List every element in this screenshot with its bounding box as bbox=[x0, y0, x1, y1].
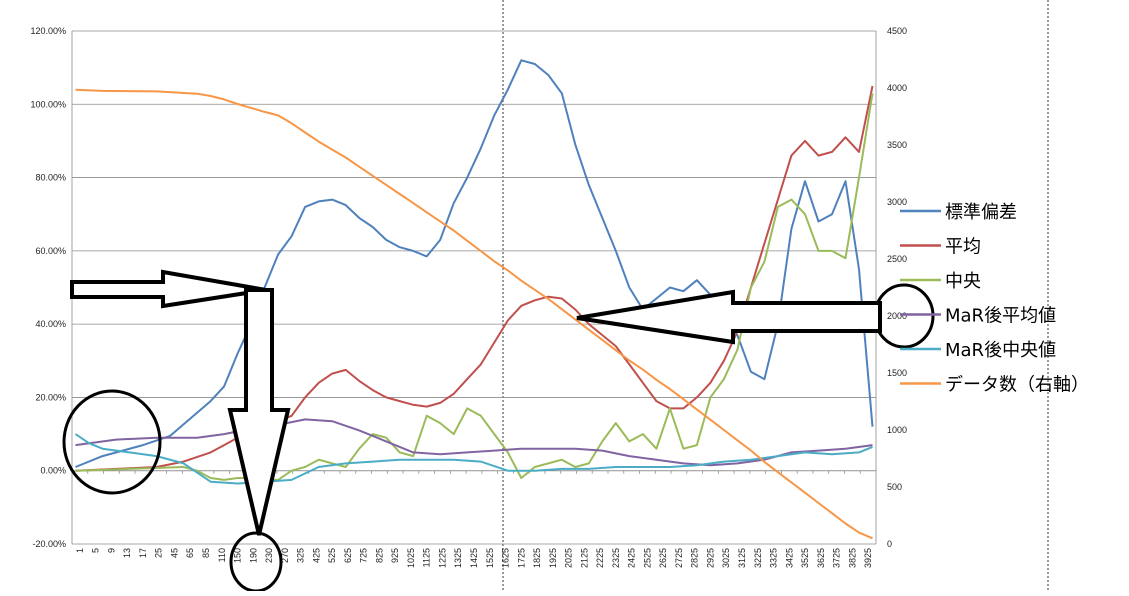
x-tick-label: 85 bbox=[201, 548, 211, 558]
x-tick-label: 3225 bbox=[753, 548, 763, 568]
y2-tick-label: 4500 bbox=[887, 26, 907, 36]
x-tick-label: 1925 bbox=[548, 548, 558, 568]
x-tick-label: 1625 bbox=[501, 548, 511, 568]
y2-tick-label: 3000 bbox=[887, 197, 907, 207]
y2-tick-label: 2500 bbox=[887, 254, 907, 264]
legend-label: データ数（右軸） bbox=[945, 375, 1089, 396]
series-line bbox=[74, 433, 873, 485]
x-tick-label: 9 bbox=[106, 548, 116, 553]
y-tick-label: 0.00% bbox=[40, 466, 66, 476]
x-tick-label: 425 bbox=[311, 548, 321, 563]
x-tick-label: 725 bbox=[359, 548, 369, 563]
series-line bbox=[75, 59, 874, 468]
x-tick-label: 1825 bbox=[532, 548, 542, 568]
x-tick-label: 2025 bbox=[564, 548, 574, 568]
x-tick-label: 3625 bbox=[816, 548, 826, 568]
x-tick-label: 3125 bbox=[737, 548, 747, 568]
y2-tick-label: 3500 bbox=[887, 140, 907, 150]
x-tick-label: 45 bbox=[169, 548, 179, 558]
x-tick-label: 1025 bbox=[406, 548, 416, 568]
x-tick-label: 2125 bbox=[579, 548, 589, 568]
y2-tick-label: 1000 bbox=[887, 425, 907, 435]
arrow-right bbox=[70, 269, 267, 309]
x-tick-label: 1125 bbox=[422, 548, 432, 567]
arrow-left bbox=[576, 289, 882, 345]
x-tick-label: 2525 bbox=[642, 548, 652, 568]
annotations bbox=[62, 269, 935, 593]
x-tick-label: 2825 bbox=[690, 548, 700, 568]
y2-tick-label: 4000 bbox=[887, 83, 907, 93]
x-tick-label: 5 bbox=[91, 548, 101, 553]
y-tick-label: 120.00% bbox=[30, 26, 66, 36]
x-tick-label: 150 bbox=[233, 548, 243, 563]
x-tick-label: 25 bbox=[154, 548, 164, 558]
annotation-circle-left bbox=[62, 389, 162, 495]
x-tick-label: 3925 bbox=[863, 548, 873, 568]
series-line bbox=[75, 93, 874, 481]
legend-label: 平均 bbox=[945, 237, 981, 258]
x-tick-label: 17 bbox=[138, 548, 148, 558]
x-tick-label: 65 bbox=[185, 548, 195, 558]
series-line bbox=[75, 88, 873, 540]
x-tick-label: 525 bbox=[327, 548, 337, 563]
y-tick-label: -20.00% bbox=[32, 539, 66, 549]
y-tick-label: 40.00% bbox=[35, 319, 66, 329]
x-tick-label: 1425 bbox=[469, 548, 479, 568]
x-tick-label: 270 bbox=[280, 548, 290, 563]
x-tick-label: 2225 bbox=[595, 548, 605, 568]
legend-label: 標準偏差 bbox=[945, 202, 1017, 223]
y-axis-right: 4500 4000 3500 3000 2500 2000 1500 1000 500 0 bbox=[887, 26, 907, 549]
y2-tick-label: 2000 bbox=[887, 311, 907, 321]
x-tick-label: 3525 bbox=[800, 548, 810, 568]
x-tick-label: 230 bbox=[264, 548, 274, 563]
x-tick-label: 1725 bbox=[516, 548, 526, 568]
y-tick-label: 20.00% bbox=[35, 392, 66, 402]
series-lines bbox=[74, 59, 874, 540]
x-tick-label: 1225 bbox=[437, 548, 447, 568]
x-tick-label: 190 bbox=[248, 548, 258, 563]
x-tick-label: 1 bbox=[75, 548, 85, 553]
y2-tick-label: 500 bbox=[887, 482, 902, 492]
x-tick-label: 625 bbox=[343, 548, 353, 563]
x-axis: 1 5 9 13 17 25 45 65 85 110 150 190 230 270 325 425 525 6… bbox=[71, 470, 876, 568]
x-tick-label: 1325 bbox=[453, 548, 463, 568]
legend-label: MaR後平均値 bbox=[945, 306, 1056, 327]
y-tick-label: 80.00% bbox=[35, 173, 66, 183]
x-tick-label: 3725 bbox=[832, 548, 842, 568]
legend-label: 中央 bbox=[945, 271, 981, 292]
arrow-down bbox=[227, 288, 291, 536]
y2-tick-label: 0 bbox=[887, 539, 892, 549]
x-tick-label: 110 bbox=[217, 548, 227, 562]
x-tick-label: 325 bbox=[296, 548, 306, 563]
x-tick-label: 3825 bbox=[847, 548, 857, 568]
x-tick-label: 3425 bbox=[784, 548, 794, 568]
x-tick-label: 2325 bbox=[611, 548, 621, 568]
x-tick-label: 825 bbox=[374, 548, 384, 563]
x-tick-label: 3325 bbox=[769, 548, 779, 568]
x-tick-label: 2725 bbox=[674, 548, 684, 568]
y-tick-label: 100.00% bbox=[30, 99, 66, 109]
x-tick-label: 3025 bbox=[721, 548, 731, 568]
x-tick-label: 13 bbox=[122, 548, 132, 558]
y-tick-label: 60.00% bbox=[35, 246, 66, 256]
x-tick-label: 2925 bbox=[705, 548, 715, 568]
x-tick-label: 2625 bbox=[658, 548, 668, 568]
y2-tick-label: 1500 bbox=[887, 368, 907, 378]
legend-label: MaR後中央値 bbox=[945, 340, 1056, 361]
x-tick-label: 1525 bbox=[485, 548, 495, 568]
y-axis-left: 120.00% 100.00% 80.00% 60.00% 40.00% 20.00% 0.… bbox=[30, 26, 66, 549]
x-tick-label: 2425 bbox=[627, 548, 637, 568]
x-tick-label: 925 bbox=[390, 548, 400, 563]
